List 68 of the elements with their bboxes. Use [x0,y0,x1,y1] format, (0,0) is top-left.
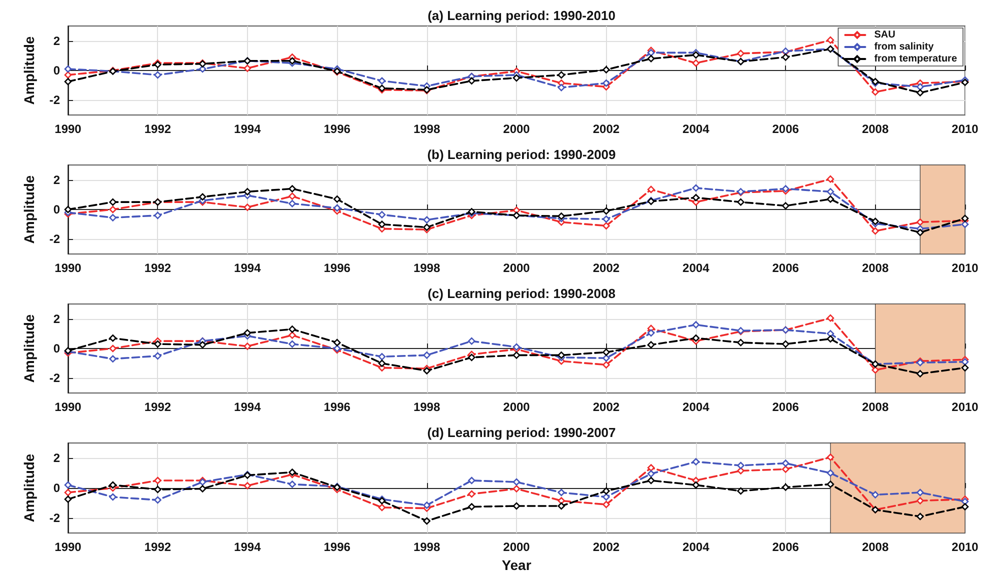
x-tick-label: 2010 [952,540,979,554]
x-tick-label: 2002 [592,400,620,414]
x-tick-label: 2004 [682,261,710,275]
y-tick-label: -2 [49,511,60,525]
x-tick-label: 1994 [234,122,262,136]
y-tick-label: -2 [49,371,60,386]
x-tick-label: 2006 [772,400,800,414]
x-tick-label: 2006 [772,261,800,275]
x-tick-label: 1990 [54,400,82,414]
x-tick-label: 1996 [324,400,351,414]
x-tick-label: 1992 [144,540,172,554]
x-tick-label: 1992 [144,122,172,136]
x-tick-label: 2010 [952,400,979,414]
y-axis-title: Amplitude [21,175,37,244]
y-axis-title: Amplitude [21,36,37,105]
x-tick-label: 2002 [592,261,620,275]
x-tick-label: 2008 [862,540,889,554]
x-tick-label: 1996 [324,261,351,275]
legend-label: SAU [874,30,896,40]
x-tick-label: 1990 [54,261,82,275]
y-tick-label: 0 [53,342,60,356]
y-tick-label: -2 [49,232,60,246]
y-tick-label: -2 [49,93,60,108]
x-tick-label: 2008 [862,122,889,136]
x-tick-label: 1994 [234,540,262,554]
x-tick-label: 2002 [592,122,620,136]
x-tick-label: 1996 [324,122,351,136]
x-tick-label: 1990 [54,122,82,136]
x-tick-label: 2004 [682,540,710,554]
chart-title: (b) Learning period: 1990-2009 [427,147,616,162]
x-tick-label: 2008 [862,400,889,414]
y-tick-label: 0 [53,64,60,78]
x-tick-label: 2010 [952,261,979,275]
x-tick-label: 2000 [503,122,530,136]
y-tick-label: 0 [53,202,60,216]
x-tick-label: 2000 [503,400,530,414]
x-tick-label: 2004 [682,400,710,414]
x-tick-label: 1990 [54,540,82,554]
y-tick-label: 2 [53,172,60,187]
y-tick-label: 2 [53,34,60,48]
x-tick-label: 1992 [144,261,172,275]
legend-label: from salinity [874,42,934,52]
x-axis-title: Year [502,556,532,573]
x-tick-label: 1998 [413,540,440,554]
x-tick-label: 2006 [772,122,800,136]
x-tick-label: 2004 [682,122,710,136]
x-tick-label: 1996 [324,540,351,554]
chart-title: (c) Learning period: 1990-2008 [428,286,616,301]
y-tick-label: 2 [53,451,60,465]
x-tick-label: 1998 [413,400,440,414]
x-tick-label: 2002 [592,540,620,554]
y-tick-label: 2 [53,312,60,326]
legend-label: from temperature [874,54,958,64]
x-tick-label: 2006 [772,540,800,554]
x-tick-label: 2000 [503,261,530,275]
y-tick-label: 0 [53,481,60,495]
chart-title: (a) Learning period: 1990-2010 [428,8,616,23]
x-tick-label: 2010 [952,122,979,136]
x-tick-label: 1998 [413,261,440,275]
chart-title: (d) Learning period: 1990-2007 [427,425,616,440]
x-tick-label: 1994 [234,261,262,275]
y-axis-title: Amplitude [21,314,37,383]
x-tick-label: 1998 [413,122,440,136]
x-tick-label: 1994 [234,400,262,414]
x-tick-label: 2000 [503,540,530,554]
x-tick-label: 1992 [144,400,172,414]
y-axis-title: Amplitude [21,454,37,522]
x-tick-label: 2008 [862,261,889,275]
